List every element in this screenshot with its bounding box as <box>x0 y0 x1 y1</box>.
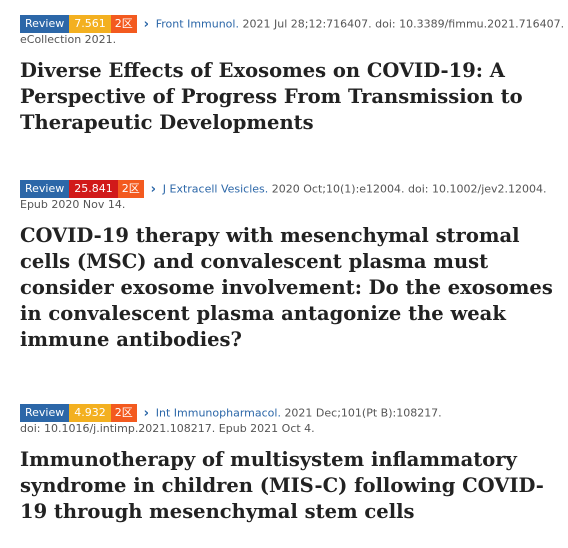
journal-link[interactable]: Int Immunopharmacol. <box>155 406 281 420</box>
journal-link[interactable]: J Extracell Vesicles. <box>162 182 269 196</box>
citation-text: 2021 Dec;101(Pt B):108217. <box>284 406 442 420</box>
article-title[interactable]: Diverse Effects of Exosomes on COVID-19:… <box>20 59 523 134</box>
citation-continuation: eCollection 2021. <box>20 33 117 46</box>
article-title[interactable]: Immunotherapy of multisystem inflammator… <box>20 448 544 523</box>
citation-continuation: doi: 10.1016/j.intimp.2021.108217. Epub … <box>20 422 315 435</box>
zone-badge: 2区 <box>110 15 137 33</box>
article-entry: Review 7.561 2区 › Front Immunol. 2021 Jul … <box>20 15 566 136</box>
article-entry: Review 25.841 2区 › J Extracell Vesicles. 2… <box>20 180 566 353</box>
citation-continuation: Epub 2020 Nov 14. <box>20 198 126 211</box>
article-entry: Review 4.932 2区 › Int Immunopharmacol. 202… <box>20 404 566 525</box>
article-meta: Review 25.841 2区 › J Extracell Vesicles. 2… <box>20 180 566 211</box>
review-badge: Review <box>20 180 70 198</box>
review-badge: Review <box>20 404 70 422</box>
impact-factor-badge: 25.841 <box>69 180 118 198</box>
review-badge: Review <box>20 15 70 33</box>
impact-factor-badge: 4.932 <box>69 404 111 422</box>
zone-badge: 2区 <box>110 404 137 422</box>
article-meta: Review 7.561 2区 › Front Immunol. 2021 Jul … <box>20 15 566 46</box>
article-meta: Review 4.932 2区 › Int Immunopharmacol. 202… <box>20 404 566 435</box>
journal-link[interactable]: Front Immunol. <box>155 17 239 31</box>
article-title[interactable]: COVID-19 therapy with mesenchymal stroma… <box>20 224 553 351</box>
chevron-right-icon: › <box>143 405 149 421</box>
chevron-right-icon: › <box>143 16 149 32</box>
impact-factor-badge: 7.561 <box>69 15 111 33</box>
citation-text: 2020 Oct;10(1):e12004. doi: 10.1002/jev2… <box>271 182 547 196</box>
chevron-right-icon: › <box>150 181 156 197</box>
citation-text: 2021 Jul 28;12:716407. doi: 10.3389/fimm… <box>242 17 565 31</box>
zone-badge: 2区 <box>117 180 144 198</box>
